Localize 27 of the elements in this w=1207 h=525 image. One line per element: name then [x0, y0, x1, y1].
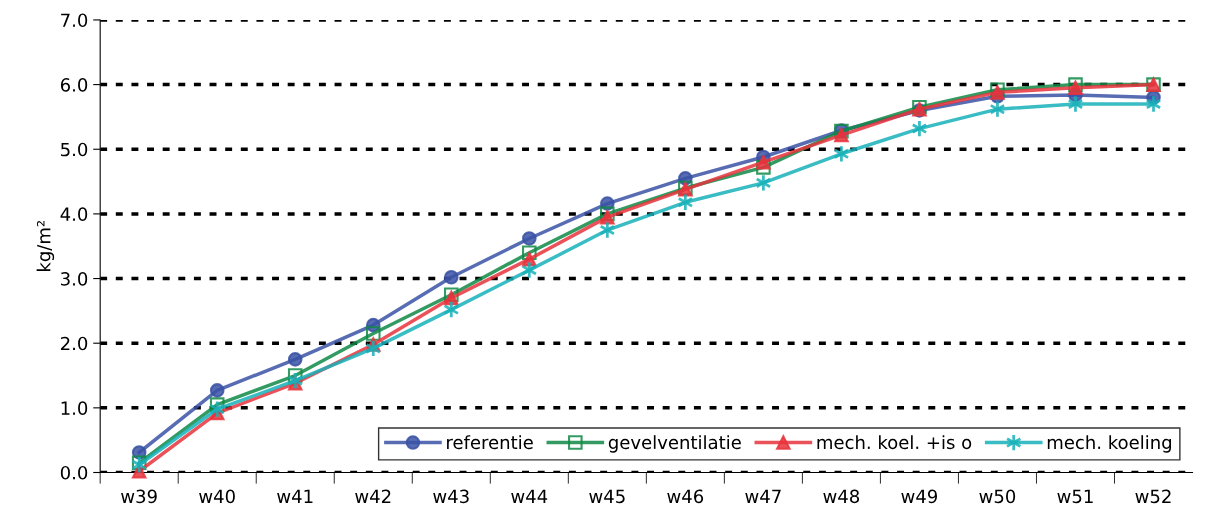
legend-label: referentie: [447, 435, 533, 450]
y-tick-label: 0.0: [60, 465, 88, 480]
x-tick-label: w40: [199, 489, 235, 504]
x-tick-label: w48: [823, 489, 860, 504]
x-tick-label: w43: [433, 489, 469, 504]
y-tick-label: 6.0: [60, 78, 88, 92]
y-axis-title: kg/m²: [36, 220, 55, 271]
x-tick-label: w44: [511, 489, 548, 503]
y-tick-label: 4.0: [60, 207, 88, 222]
x-tick-label: w41: [277, 489, 313, 503]
y-tick-label: 1.0: [61, 401, 88, 415]
y-tick-label: 7.0: [61, 13, 88, 28]
x-tick-label: w47: [745, 489, 781, 503]
x-tick-label: w39: [121, 489, 157, 504]
x-tick-label: w45: [589, 489, 625, 504]
x-tick-label: w42: [355, 489, 391, 503]
y-tick-label: 3.0: [61, 272, 88, 286]
legend-label: mech. koel. +is o: [817, 435, 972, 450]
y-tick-label: 5.0: [61, 142, 88, 157]
x-tick-label: w51: [1057, 489, 1093, 504]
legend-label: mech. koeling: [1047, 435, 1172, 453]
x-tick-label: w50: [979, 489, 1016, 504]
x-tick-label: w46: [667, 489, 704, 504]
legend-label: gevelventilatie: [608, 435, 741, 453]
x-tick-label: w52: [1135, 489, 1171, 504]
x-tick-label: w49: [901, 489, 938, 504]
y-tick-label: 2.0: [60, 336, 88, 351]
